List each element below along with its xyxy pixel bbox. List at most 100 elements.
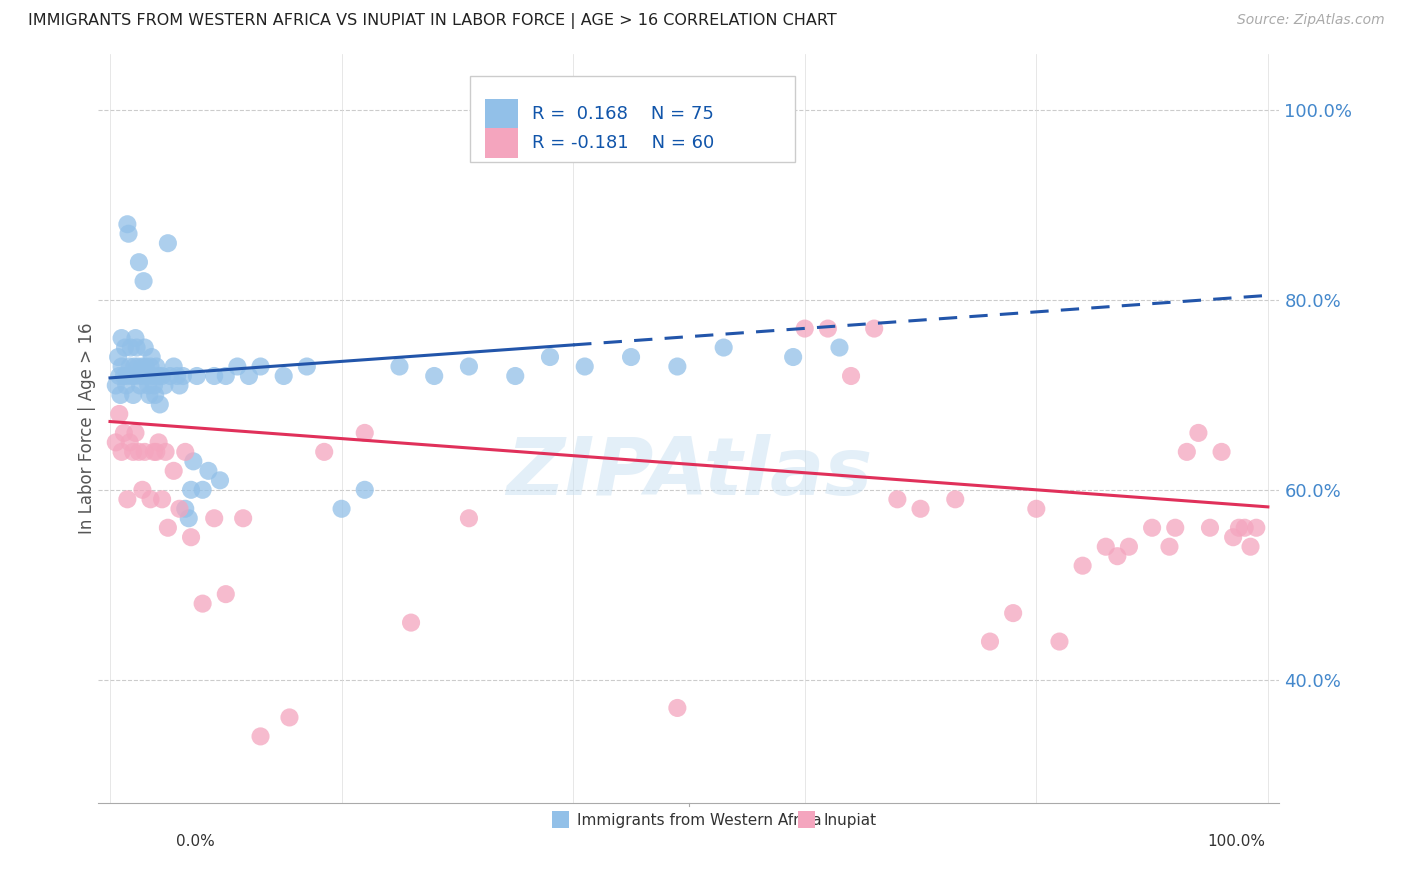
Point (104, 378, 127, 392)
Point (115, 378, 138, 392)
Point (169, 378, 191, 392)
Point (163, 464, 186, 478)
Point (148, 369, 170, 384)
Point (139, 492, 162, 507)
Point (1159, 540, 1181, 554)
Point (1199, 521, 1222, 535)
Text: IMMIGRANTS FROM WESTERN AFRICA VS INUPIAT IN LABOR FORCE | AGE > 16 CORRELATION : IMMIGRANTS FROM WESTERN AFRICA VS INUPIA… (28, 13, 837, 29)
Point (388, 359, 411, 374)
Point (112, 369, 135, 384)
Point (117, 492, 139, 507)
Text: R = -0.181    N = 60: R = -0.181 N = 60 (531, 134, 714, 153)
Point (129, 378, 152, 392)
Point (620, 350, 643, 364)
Point (503, 369, 526, 384)
Point (191, 483, 214, 497)
Point (1140, 521, 1163, 535)
Text: 100.0%: 100.0% (1208, 834, 1265, 849)
Point (353, 483, 375, 497)
Point (110, 331, 132, 345)
Point (128, 445, 150, 459)
Point (353, 425, 375, 440)
Point (145, 359, 167, 374)
Point (131, 359, 153, 374)
Point (886, 492, 908, 507)
Point (232, 511, 254, 525)
Text: Source: ZipAtlas.com: Source: ZipAtlas.com (1237, 13, 1385, 28)
Point (149, 397, 172, 411)
Point (143, 378, 166, 392)
Point (666, 359, 689, 374)
Point (278, 710, 301, 724)
Point (108, 369, 131, 384)
Point (174, 445, 197, 459)
Point (1049, 634, 1071, 648)
Point (202, 369, 225, 384)
Point (1025, 501, 1047, 516)
Point (458, 359, 481, 374)
FancyBboxPatch shape (485, 99, 517, 129)
Point (143, 445, 166, 459)
Point (125, 341, 148, 355)
Point (249, 730, 271, 744)
Point (139, 359, 162, 374)
Point (128, 255, 150, 269)
Point (108, 407, 131, 421)
Point (122, 445, 145, 459)
Point (169, 501, 191, 516)
Text: Immigrants from Western Africa: Immigrants from Western Africa (578, 814, 821, 828)
Point (666, 701, 689, 715)
Point (122, 388, 145, 402)
Point (124, 425, 146, 440)
Point (174, 501, 197, 516)
Point (817, 321, 839, 335)
Point (273, 369, 295, 384)
Point (979, 634, 1001, 648)
Point (1233, 521, 1256, 535)
Point (166, 369, 188, 384)
Point (155, 445, 177, 459)
Point (177, 511, 200, 525)
Text: Inupiat: Inupiat (824, 814, 876, 828)
Point (136, 369, 159, 384)
Point (138, 388, 160, 402)
Point (910, 501, 932, 516)
Point (713, 341, 735, 355)
Point (399, 615, 422, 630)
Point (145, 445, 167, 459)
Point (124, 369, 146, 384)
Point (828, 341, 851, 355)
Point (110, 445, 132, 459)
Point (186, 369, 208, 384)
Point (1164, 521, 1187, 535)
Point (118, 435, 141, 450)
Point (863, 321, 886, 335)
Point (1071, 558, 1094, 573)
Point (112, 425, 135, 440)
FancyBboxPatch shape (485, 128, 517, 158)
Point (423, 369, 446, 384)
Point (124, 331, 146, 345)
Point (208, 473, 231, 487)
Point (121, 369, 143, 384)
Point (159, 369, 181, 384)
Point (1222, 530, 1244, 544)
Point (943, 492, 966, 507)
Point (142, 369, 165, 384)
Point (172, 369, 194, 384)
Text: 0.0%: 0.0% (176, 834, 215, 849)
Point (183, 454, 205, 468)
Point (1175, 445, 1198, 459)
Point (117, 369, 139, 384)
Point (150, 492, 173, 507)
Point (215, 587, 238, 601)
Point (1239, 540, 1261, 554)
Point (1094, 540, 1116, 554)
Point (215, 369, 238, 384)
Y-axis label: In Labor Force | Age > 16: In Labor Force | Age > 16 (79, 322, 96, 534)
Point (135, 359, 157, 374)
Point (1107, 549, 1129, 564)
Text: ZIPAtlas: ZIPAtlas (506, 434, 872, 512)
Point (118, 359, 141, 374)
Point (104, 435, 127, 450)
